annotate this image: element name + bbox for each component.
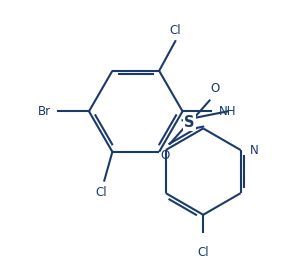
Text: O: O — [210, 82, 219, 95]
Text: NH: NH — [219, 105, 236, 118]
Text: O: O — [160, 149, 169, 162]
Text: Cl: Cl — [96, 186, 107, 199]
Text: S: S — [184, 115, 195, 130]
Text: Br: Br — [38, 105, 51, 118]
Text: Cl: Cl — [198, 246, 209, 258]
Text: Cl: Cl — [170, 24, 181, 37]
Text: N: N — [250, 143, 258, 157]
